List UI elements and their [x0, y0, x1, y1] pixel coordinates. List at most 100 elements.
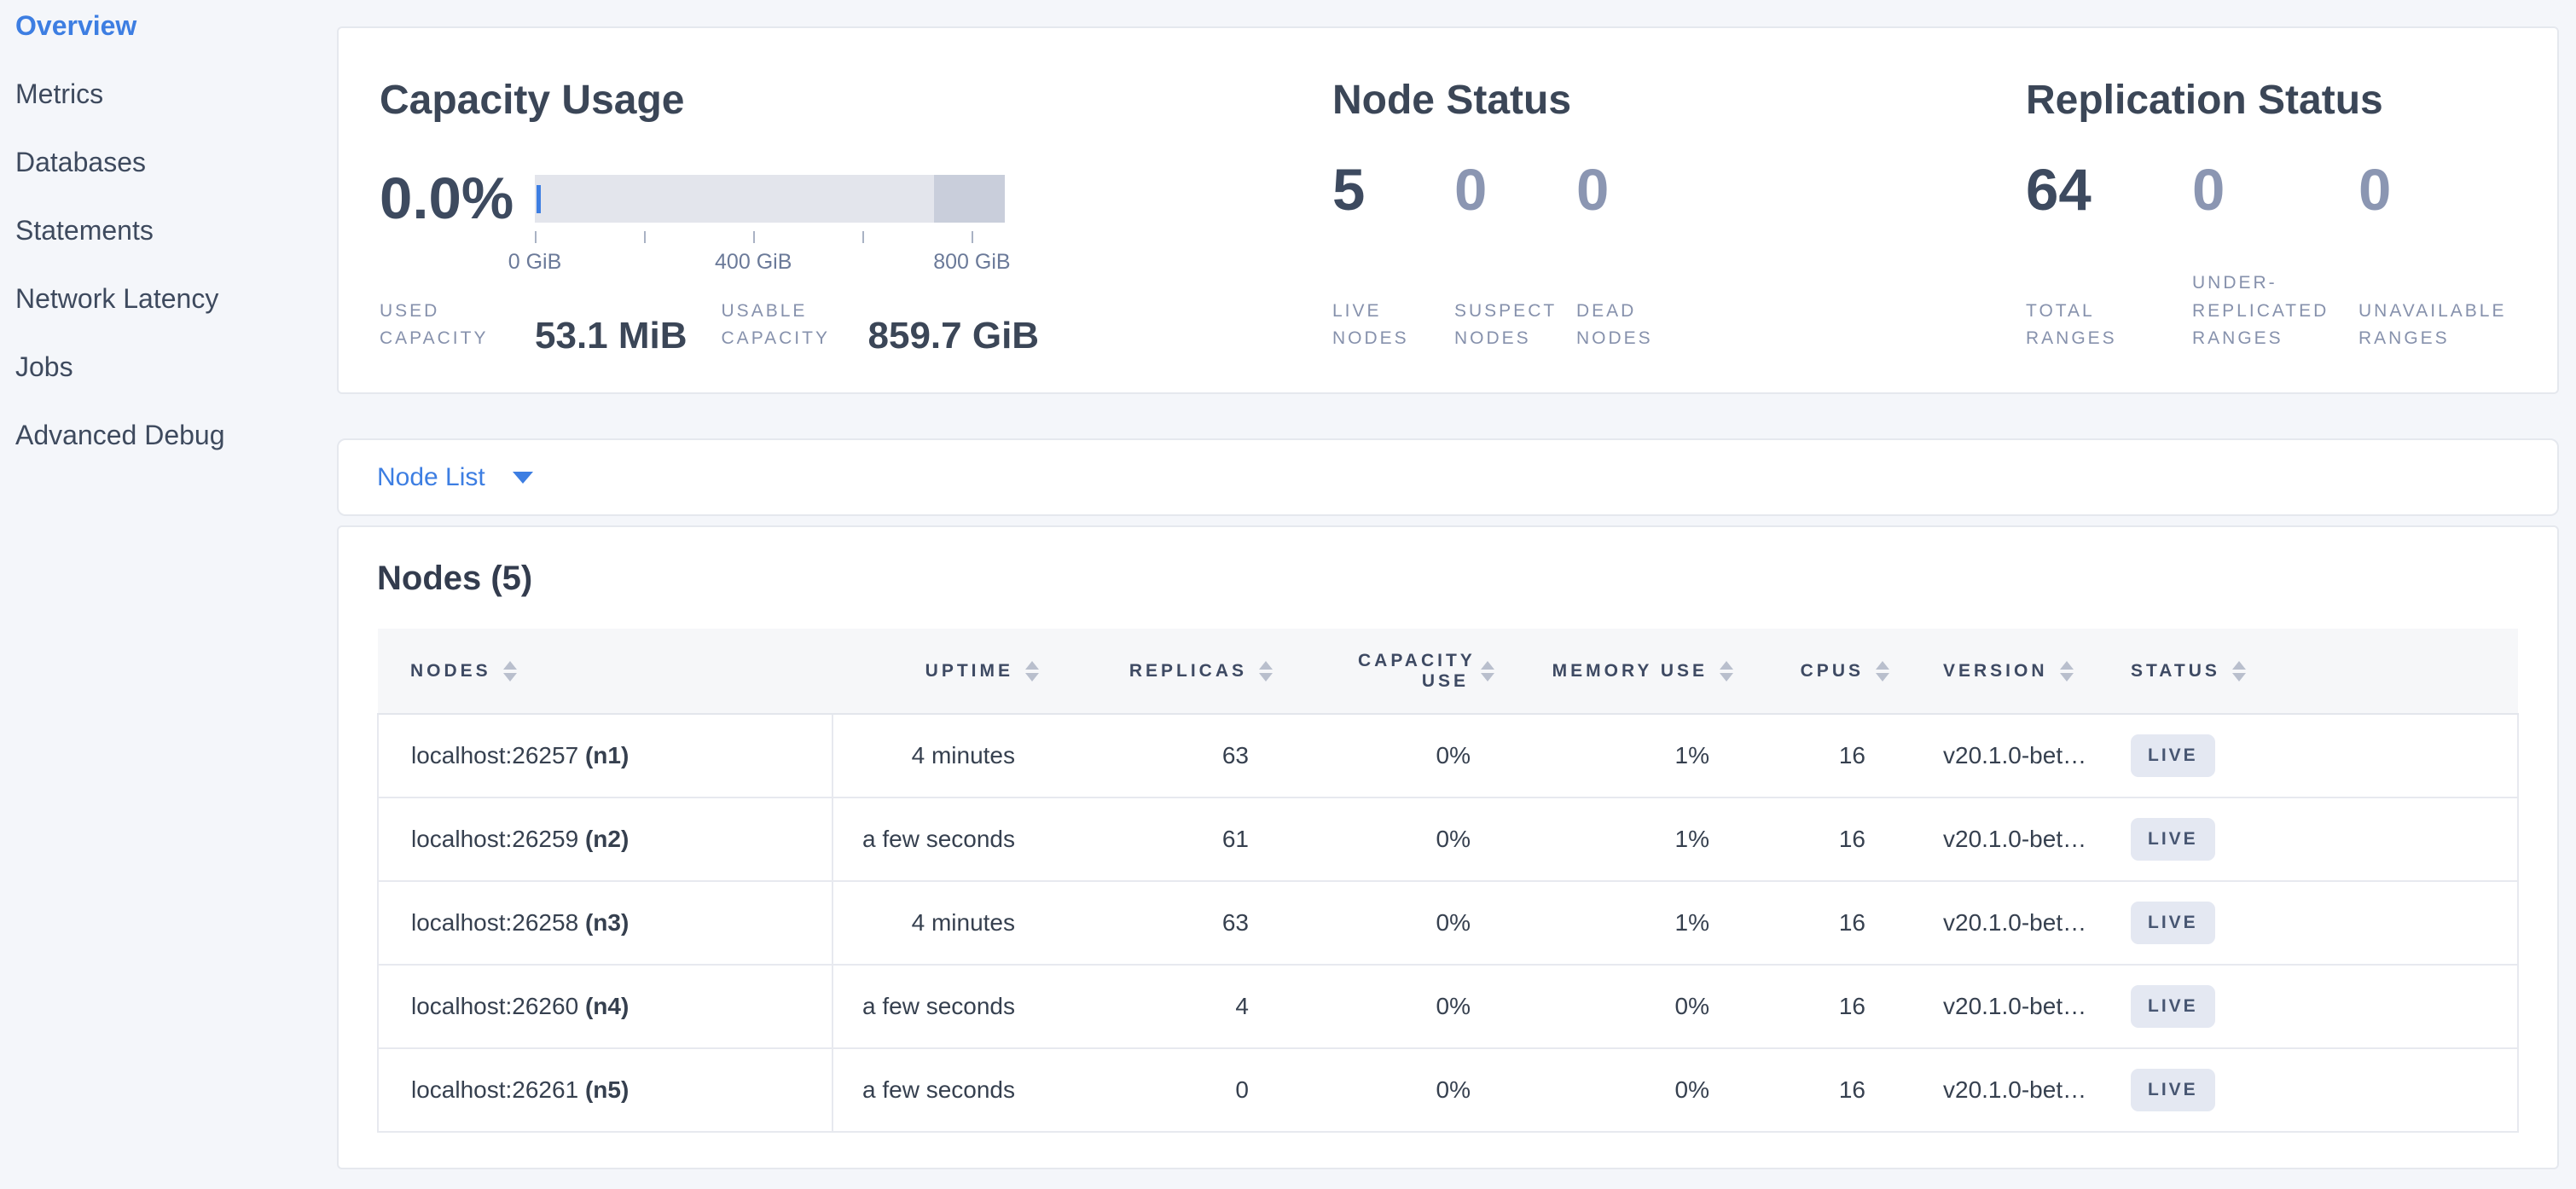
- axis-tick: [644, 231, 647, 243]
- column-header-version[interactable]: VERSION: [1913, 629, 2101, 715]
- node-status-stats: 5 LIVE NODES 0 SUSPECT NODES 0 DEAD NODE…: [1332, 158, 2026, 353]
- axis-label-800gib: 800 GiB: [933, 250, 1011, 274]
- sort-icon: [502, 660, 517, 682]
- capacity-summary-row: USED CAPACITY 53.1 MiB USABLE CAPACITY 8…: [380, 298, 1332, 357]
- sidebar-item-network-latency[interactable]: Network Latency: [15, 283, 219, 314]
- column-label: CAPACITY USE: [1358, 650, 1476, 691]
- column-header-cpus[interactable]: CPUS: [1757, 629, 1913, 715]
- status-badge: LIVE: [2131, 985, 2215, 1028]
- column-header-memory-use[interactable]: MEMORY USE: [1518, 629, 1757, 715]
- node-address-cell: localhost:26257 (n1): [377, 714, 833, 798]
- node-id: (n5): [584, 1076, 629, 1103]
- sort-icon: [2059, 660, 2074, 682]
- column-label: MEMORY USE: [1552, 660, 1708, 681]
- sidebar-item-overview[interactable]: Overview: [15, 10, 137, 41]
- node-id: (n2): [584, 826, 629, 852]
- node-id: (n4): [584, 993, 629, 1019]
- capacity-use-cell: 0%: [1297, 965, 1518, 1049]
- sidebar-item-databases[interactable]: Databases: [15, 147, 146, 177]
- capacity-bar-reserved-segment: [934, 175, 1005, 223]
- capacity-bar-axis: [535, 231, 1005, 245]
- replicas-cell: 0: [1063, 1048, 1297, 1133]
- nodes-table: NODES UPTIME REPLICAS CAPACITY USE MEMOR: [377, 629, 2519, 1133]
- cpus-cell: 16: [1757, 798, 1913, 882]
- used-capacity-label: USED CAPACITY: [380, 300, 489, 349]
- node-host: localhost:26258: [411, 909, 579, 936]
- capacity-bar-track: [535, 175, 1005, 223]
- status-cell: LIVE: [2101, 881, 2519, 966]
- axis-tick: [972, 231, 974, 243]
- capacity-use-cell: 0%: [1297, 798, 1518, 882]
- replication-status-section: Replication Status 64 TOTAL RANGES 0 UND…: [2026, 28, 2557, 392]
- table-row-node-3[interactable]: localhost:26258 (n3) 4 minutes 63 0% 1% …: [377, 881, 2519, 966]
- status-cell: LIVE: [2101, 1048, 2519, 1133]
- capacity-usage-section: Capacity Usage 0.0%: [339, 28, 1332, 392]
- memory-use-cell: 1%: [1518, 881, 1757, 966]
- axis-tick: [535, 231, 537, 243]
- main-content: Capacity Usage 0.0%: [337, 0, 2576, 1189]
- capacity-use-cell: 0%: [1297, 881, 1518, 966]
- replication-status-title: Replication Status: [2026, 78, 2383, 123]
- node-list-dropdown-label: Node List: [377, 462, 485, 491]
- capacity-usage-bar: 0 GiB 400 GiB 800 GiB: [508, 175, 1011, 277]
- version-cell: v20.1.0-bet…: [1913, 1048, 2101, 1133]
- cluster-summary-card: Capacity Usage 0.0%: [337, 26, 2559, 394]
- cpus-cell: 16: [1757, 965, 1913, 1049]
- sort-icon: [1259, 660, 1273, 682]
- column-header-nodes[interactable]: NODES: [378, 629, 833, 715]
- column-header-capacity-use[interactable]: CAPACITY USE: [1297, 629, 1518, 715]
- status-cell: LIVE: [2101, 798, 2519, 882]
- total-ranges-stat: 64 TOTAL RANGES: [2026, 158, 2192, 353]
- replication-status-stats: 64 TOTAL RANGES 0 UNDER-REPLICATED RANGE…: [2026, 158, 2557, 353]
- node-host: localhost:26261: [411, 1076, 579, 1103]
- table-row-node-4[interactable]: localhost:26260 (n4) a few seconds 4 0% …: [377, 965, 2519, 1049]
- capacity-use-cell: 0%: [1297, 714, 1518, 798]
- capacity-percent-value: 0.0%: [380, 165, 514, 231]
- uptime-cell: a few seconds: [833, 1048, 1063, 1133]
- usable-capacity-value: 859.7 GiB: [867, 315, 1040, 357]
- node-address-cell: localhost:26261 (n5): [377, 1048, 833, 1133]
- sidebar-item-metrics[interactable]: Metrics: [15, 78, 104, 109]
- axis-tick: [862, 231, 865, 243]
- axis-tick: [753, 231, 756, 243]
- sort-icon: [1481, 660, 1494, 682]
- table-row-node-2[interactable]: localhost:26259 (n2) a few seconds 61 0%…: [377, 798, 2519, 882]
- status-cell: LIVE: [2101, 965, 2519, 1049]
- version-cell: v20.1.0-bet…: [1913, 714, 2101, 798]
- table-row-node-1[interactable]: localhost:26257 (n1) 4 minutes 63 0% 1% …: [377, 714, 2519, 798]
- node-id: (n1): [584, 742, 629, 768]
- column-header-status[interactable]: STATUS: [2101, 629, 2518, 715]
- table-row-node-5[interactable]: localhost:26261 (n5) a few seconds 0 0% …: [377, 1048, 2519, 1133]
- column-label: NODES: [410, 660, 491, 681]
- sidebar-item-jobs[interactable]: Jobs: [15, 351, 73, 382]
- cpus-cell: 16: [1757, 714, 1913, 798]
- chevron-down-icon: [512, 471, 533, 484]
- replicas-cell: 4: [1063, 965, 1297, 1049]
- sidebar-item-advanced-debug[interactable]: Advanced Debug: [15, 420, 225, 450]
- sort-icon: [1876, 660, 1889, 682]
- column-label: STATUS: [2131, 660, 2220, 681]
- node-status-section: Node Status 5 LIVE NODES 0 SUSPECT NODES…: [1332, 28, 2026, 392]
- cpus-cell: 16: [1757, 1048, 1913, 1133]
- replicas-cell: 63: [1063, 714, 1297, 798]
- table-header-row: NODES UPTIME REPLICAS CAPACITY USE MEMOR: [378, 629, 2518, 715]
- sidebar-item-statements[interactable]: Statements: [15, 215, 154, 246]
- capacity-axis-labels: 0 GiB 400 GiB 800 GiB: [508, 250, 1011, 277]
- cpus-cell: 16: [1757, 881, 1913, 966]
- status-badge: LIVE: [2131, 734, 2215, 777]
- column-header-replicas[interactable]: REPLICAS: [1063, 629, 1297, 715]
- version-cell: v20.1.0-bet…: [1913, 965, 2101, 1049]
- sidebar-nav-list: Overview Metrics Databases Statements Ne…: [15, 0, 337, 469]
- memory-use-cell: 1%: [1518, 714, 1757, 798]
- column-header-uptime[interactable]: UPTIME: [833, 629, 1063, 715]
- column-label: REPLICAS: [1128, 660, 1247, 681]
- dead-nodes-value: 0: [1576, 157, 1610, 223]
- under-replicated-value: 0: [2192, 157, 2225, 223]
- axis-label-0gib: 0 GiB: [508, 250, 562, 274]
- uptime-cell: 4 minutes: [833, 881, 1063, 966]
- replicas-cell: 61: [1063, 798, 1297, 882]
- node-host: localhost:26260: [411, 993, 579, 1019]
- under-replicated-label: UNDER-REPLICATED RANGES: [2192, 273, 2329, 349]
- dead-nodes-label: DEAD NODES: [1576, 300, 1653, 349]
- node-list-dropdown[interactable]: Node List: [377, 463, 533, 492]
